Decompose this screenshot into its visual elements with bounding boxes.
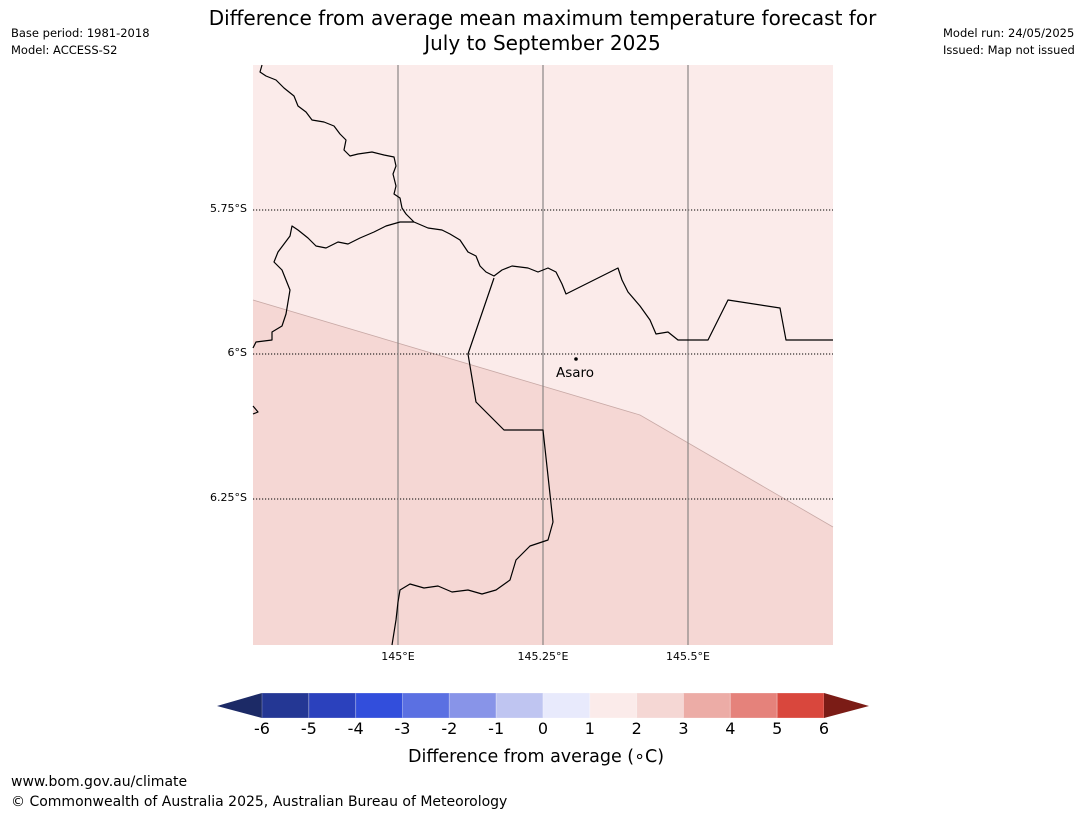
colorbar-tick-label: -4 xyxy=(347,719,364,738)
place-label-asaro: Asaro xyxy=(556,365,595,381)
colorbar-tick-label: -3 xyxy=(394,719,411,738)
colorbar-tick-label: 0 xyxy=(537,719,549,738)
colorbar-tick-label: -5 xyxy=(300,719,317,738)
lat-label-6: 6°S xyxy=(227,346,247,359)
colorbar-tick-label: 2 xyxy=(631,719,642,738)
colorbar-tick-label: 1 xyxy=(584,719,595,738)
place-marker xyxy=(574,357,578,361)
lon-label-145-5: 145.5°E xyxy=(666,650,710,663)
model-run: Model run: 24/05/2025 xyxy=(943,26,1075,40)
colorbar-label: Difference from average (∘C) xyxy=(408,747,665,767)
colorbar-cell xyxy=(261,692,310,719)
border-north xyxy=(259,64,415,223)
colorbar-tick-label: 6 xyxy=(818,719,830,738)
footer-copyright: © Commonwealth of Australia 2025, Austra… xyxy=(11,794,508,810)
border-central-east xyxy=(413,221,833,341)
metadata-left: Base period: 1981-2018 Model: ACCESS-S2 xyxy=(11,25,150,59)
map-title-line1: Difference from average mean maximum tem… xyxy=(208,6,877,30)
colorbar-extend-low xyxy=(217,693,262,718)
region-boundary xyxy=(252,299,834,528)
colorbar-cell xyxy=(308,692,357,719)
map-title-line2: July to September 2025 xyxy=(424,31,661,55)
footer-url: www.bom.gov.au/climate xyxy=(11,774,188,790)
metadata-right: Model run: 24/05/2025 Issued: Map not is… xyxy=(943,25,1075,59)
colorbar-cell xyxy=(542,692,591,719)
colorbar-tick-label: -1 xyxy=(488,719,505,738)
colorbar-cell xyxy=(636,692,685,719)
colorbar-cell xyxy=(448,692,497,719)
lon-label-145-25: 145.25°E xyxy=(517,650,569,663)
province-borders xyxy=(252,64,833,646)
colorbar-tick-label: -6 xyxy=(254,719,270,738)
colorbar-cell xyxy=(776,692,825,719)
colorbar-cell xyxy=(729,692,778,719)
colorbar-cell xyxy=(495,692,544,719)
colorbar-cell xyxy=(589,692,638,719)
border-south-district xyxy=(391,277,554,646)
colorbar-tick-label: -2 xyxy=(441,719,458,738)
colorbar-cell xyxy=(402,692,450,719)
lat-label-5-75: 5.75°S xyxy=(210,202,247,215)
lat-label-6-25: 6.25°S xyxy=(210,491,247,504)
lon-label-145: 145°E xyxy=(381,650,415,663)
issued-status: Issued: Map not issued xyxy=(943,43,1075,57)
colorbar-cell xyxy=(355,692,403,719)
border-central xyxy=(252,221,414,349)
colorbar-cell xyxy=(683,692,731,719)
colorbar-cells xyxy=(261,692,825,719)
colorbar-tick-label: 5 xyxy=(772,719,783,738)
graticule xyxy=(253,65,833,645)
model-name: Model: ACCESS-S2 xyxy=(11,43,118,57)
colorbar-tick-label: 3 xyxy=(678,719,689,738)
colorbar-extend-high xyxy=(824,693,869,718)
colorbar-tick-label: 4 xyxy=(725,719,736,738)
base-period: Base period: 1981-2018 xyxy=(11,26,150,40)
border-west-stub xyxy=(252,405,259,415)
map-title: Difference from average mean maximum tem… xyxy=(170,6,915,56)
